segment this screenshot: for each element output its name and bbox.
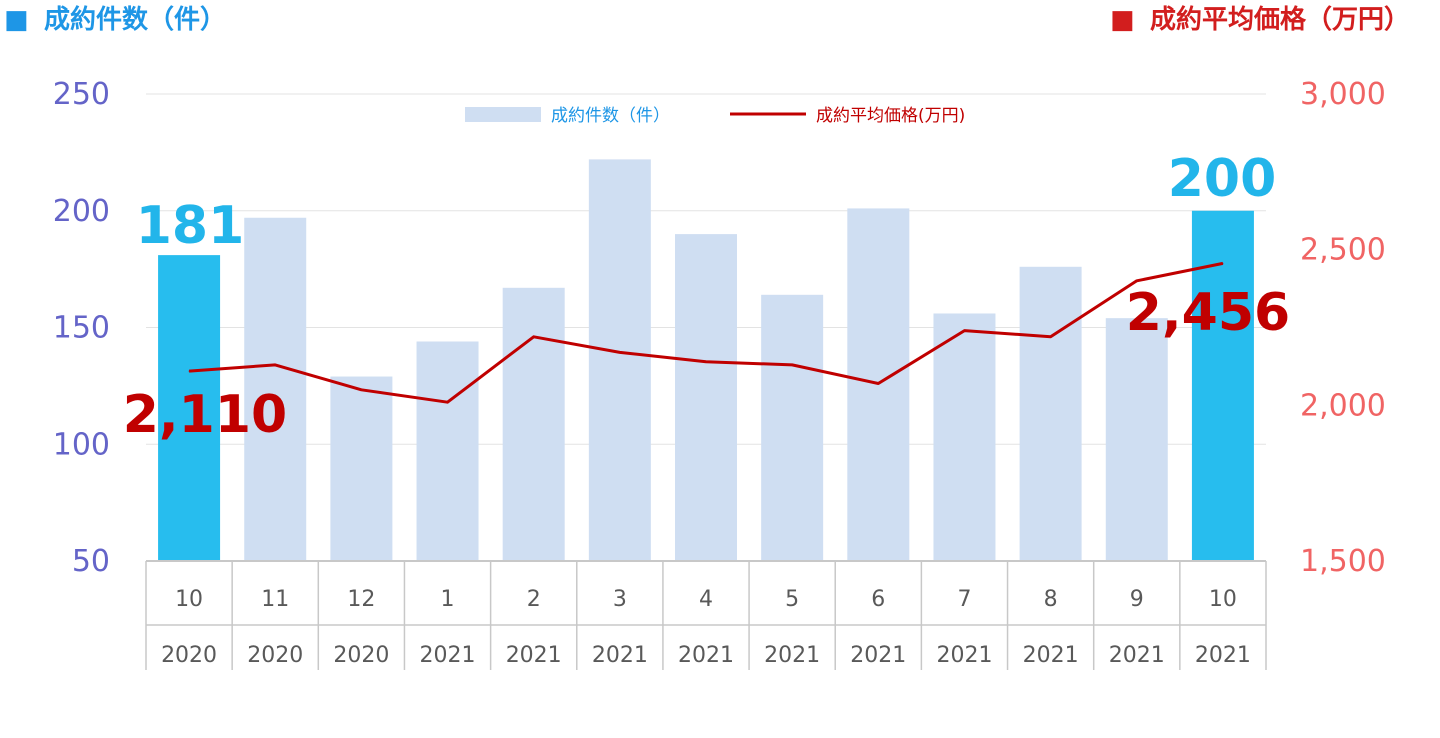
- left-axis-tick-label: 50: [72, 544, 110, 579]
- x-tick-label-year: 2021: [420, 643, 476, 668]
- line-series: [188, 261, 1224, 404]
- x-tick-label-month: 10: [1209, 587, 1237, 612]
- legend: 成約件数（件） 成約平均価格(万円): [465, 106, 965, 126]
- x-tick-label-month: 3: [613, 587, 627, 612]
- bar: [158, 255, 221, 562]
- price-point: [1050, 336, 1052, 338]
- right-header-marker: ■: [1110, 5, 1135, 35]
- callout-last-count: 200: [1168, 149, 1277, 209]
- x-tick-label-month: 1: [441, 587, 455, 612]
- right-axis-tick-label: 2,500: [1300, 233, 1386, 268]
- right-axis-tick-label: 1,500: [1300, 544, 1386, 579]
- axes: 250 200 150 100 50 3,000 2,500 2,000 1,500 10 2020…: [53, 77, 1386, 670]
- price-point: [1136, 280, 1138, 282]
- bar: [502, 287, 565, 561]
- x-tick-label-year: 2020: [333, 643, 389, 668]
- callout-first-price: 2,110: [123, 385, 287, 445]
- legend-bar-label: 成約件数（件）: [551, 106, 670, 126]
- price-point: [274, 364, 276, 366]
- bar: [416, 341, 479, 561]
- price-point: [791, 364, 793, 366]
- left-axis-tick-label: 200: [53, 194, 110, 229]
- x-tick-label-year: 2021: [1195, 643, 1251, 668]
- x-tick-label-month: 8: [1044, 587, 1058, 612]
- x-tick-label-month: 6: [871, 587, 885, 612]
- price-point: [533, 336, 535, 338]
- left-axis-tick-label: 250: [53, 77, 110, 112]
- x-tick-label-year: 2021: [592, 643, 648, 668]
- price-point: [188, 370, 190, 372]
- x-tick-label-year: 2020: [161, 643, 217, 668]
- x-tick-label-year: 2021: [1023, 643, 1079, 668]
- price-point: [1222, 262, 1224, 264]
- callout-first-count: 181: [136, 196, 245, 256]
- x-tick-label-year: 2021: [850, 643, 906, 668]
- x-tick-label-month: 9: [1130, 587, 1144, 612]
- bar: [1019, 266, 1082, 561]
- right-axis-tick-label: 3,000: [1300, 77, 1386, 112]
- price-point: [877, 383, 879, 385]
- legend-line-label: 成約平均価格(万円): [816, 106, 965, 126]
- x-tick-label-year: 2021: [678, 643, 734, 668]
- left-axis-tick-label: 150: [53, 311, 110, 346]
- x-tick-label-month: 5: [785, 587, 799, 612]
- callout-last-price: 2,456: [1126, 283, 1290, 343]
- bar-series: [158, 159, 1254, 562]
- price-point: [705, 361, 707, 363]
- x-tick-label-month: 2: [527, 587, 541, 612]
- x-tick-label-year: 2021: [1109, 643, 1165, 668]
- right-axis-tick-label: 2,000: [1300, 388, 1386, 423]
- x-tick-label-month: 10: [175, 587, 203, 612]
- price-point: [963, 330, 965, 332]
- left-axis-title: 成約件数（件）: [44, 4, 226, 35]
- x-tick-label-month: 4: [699, 587, 713, 612]
- right-axis-title: 成約平均価格（万円）: [1150, 4, 1410, 35]
- bar: [330, 376, 393, 561]
- legend-bar-swatch: [465, 107, 541, 122]
- x-tick-label-year: 2021: [764, 643, 820, 668]
- bar: [244, 217, 307, 561]
- left-axis-tick-label: 100: [53, 427, 110, 462]
- bar: [1105, 318, 1168, 561]
- x-tick-label-month: 12: [347, 587, 375, 612]
- bar: [761, 294, 824, 561]
- x-tick-label-month: 11: [261, 587, 289, 612]
- x-tick-label-month: 7: [957, 587, 971, 612]
- bar: [933, 313, 996, 561]
- left-header-marker: ■: [4, 5, 29, 35]
- price-point: [360, 389, 362, 391]
- bar: [675, 234, 737, 561]
- bar: [1191, 210, 1254, 561]
- bar: [588, 159, 651, 561]
- x-tick-label-year: 2021: [506, 643, 562, 668]
- price-point: [619, 351, 621, 353]
- x-tick-label-year: 2021: [936, 643, 992, 668]
- x-tick-label-year: 2020: [247, 643, 303, 668]
- price-point: [447, 401, 449, 403]
